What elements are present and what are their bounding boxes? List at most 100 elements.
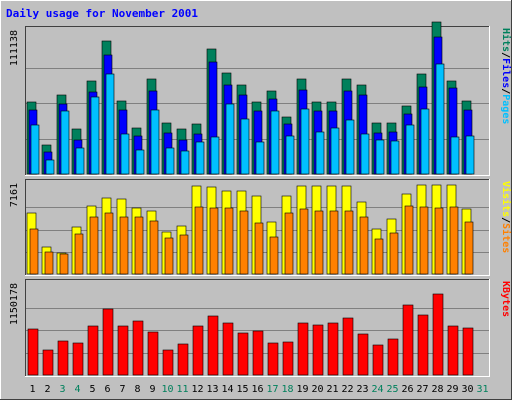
x-tick-label-day-24: 24 — [371, 384, 383, 395]
bar-sites-day-4 — [74, 233, 84, 275]
bar-sites-day-13 — [209, 207, 219, 275]
legend-sites: Sites — [500, 223, 512, 253]
bar-kbytes-day-22 — [342, 317, 354, 376]
bar-sites-day-2 — [44, 251, 54, 275]
x-tick-label-day-14: 14 — [221, 384, 233, 395]
x-tick-label-day-23: 23 — [356, 384, 368, 395]
x-tick-label-day-19: 19 — [296, 384, 308, 395]
x-tick-label-day-5: 5 — [89, 384, 95, 395]
x-tick-label-day-28: 28 — [431, 384, 443, 395]
side-legend-text: KBytes — [500, 281, 511, 317]
bar-kbytes-day-4 — [72, 342, 84, 376]
bar-sites-day-7 — [119, 216, 129, 275]
bar-pages-day-26 — [405, 124, 415, 175]
bar-pages-day-3 — [60, 110, 70, 175]
bar-pages-day-20 — [315, 131, 325, 175]
x-tick-label-day-4: 4 — [74, 384, 80, 395]
bar-pages-day-28 — [435, 63, 445, 175]
panel-max-label: 111138 — [9, 30, 20, 66]
x-tick-label-day-15: 15 — [236, 384, 248, 395]
bar-pages-day-27 — [420, 108, 430, 175]
bar-pages-day-21 — [330, 127, 340, 175]
bar-sites-day-26 — [404, 205, 414, 275]
bar-kbytes-day-18 — [282, 341, 294, 376]
bar-sites-day-27 — [419, 206, 429, 275]
bar-sites-day-16 — [254, 222, 264, 275]
chart-title: Daily usage for November 2001 — [6, 7, 198, 20]
bar-kbytes-day-3 — [57, 340, 69, 376]
bar-sites-day-1 — [29, 228, 39, 275]
x-tick-label-day-13: 13 — [206, 384, 218, 395]
bar-pages-day-30 — [465, 135, 475, 175]
panel-side-legend: Hits/Files/Pages — [500, 28, 512, 124]
x-tick-label-day-10: 10 — [161, 384, 173, 395]
bar-pages-day-13 — [210, 136, 220, 175]
x-axis-tick-labels: 1 2 3 4 5 6 7 8 9 10 11 12 13 14 15 16 17 18 19 20 21 22 23 24 2… — [29, 384, 488, 395]
panel-kbytes: 1150178 KBytes — [9, 279, 511, 377]
bar-kbytes-day-13 — [207, 315, 219, 376]
side-legend-text: Hits/Files/Pages — [500, 28, 512, 124]
x-tick-label-day-20: 20 — [311, 384, 323, 395]
bar-kbytes-day-28 — [432, 293, 444, 376]
x-tick-label-day-3: 3 — [59, 384, 65, 395]
bar-pages-day-8 — [135, 149, 145, 175]
bar-sites-day-12 — [194, 206, 204, 275]
bar-pages-day-25 — [390, 140, 400, 175]
x-tick-label-day-30: 30 — [461, 384, 473, 395]
bar-kbytes-day-25 — [387, 338, 399, 376]
bar-pages-day-18 — [285, 135, 295, 175]
x-tick-label-day-8: 8 — [134, 384, 140, 395]
x-tick-label-day-12: 12 — [191, 384, 203, 395]
bar-kbytes-day-2 — [42, 349, 54, 376]
panel-max-label: 7161 — [9, 183, 20, 207]
legend-pages: Pages — [500, 94, 511, 124]
x-tick-label-day-16: 16 — [251, 384, 263, 395]
bar-kbytes-day-24 — [372, 344, 384, 376]
bar-pages-day-4 — [75, 147, 85, 175]
legend-separator: / — [500, 52, 511, 58]
bar-kbytes-day-5 — [87, 325, 99, 376]
bar-sites-day-18 — [284, 212, 294, 275]
bar-pages-day-14 — [225, 103, 235, 175]
bar-kbytes-day-9 — [147, 331, 159, 376]
x-tick-label-day-21: 21 — [326, 384, 338, 395]
bar-kbytes-day-11 — [177, 343, 189, 376]
legend-separator: / — [500, 88, 511, 94]
bar-pages-day-19 — [300, 108, 310, 175]
panel-side-legend: KBytes — [500, 281, 511, 317]
bar-sites-day-19 — [299, 208, 309, 275]
legend-files: Files — [500, 58, 512, 88]
chart-panels: 111138 Hits/Files/Pages 7161 Visits/Sites 11… — [9, 21, 512, 377]
bar-kbytes-day-6 — [102, 308, 114, 376]
bar-pages-day-5 — [90, 96, 100, 175]
series-kbytes — [27, 293, 474, 376]
x-tick-label-day-22: 22 — [341, 384, 353, 395]
bar-pages-day-11 — [180, 150, 190, 175]
bar-pages-day-16 — [255, 141, 265, 175]
bar-sites-day-20 — [314, 210, 324, 275]
x-tick-label-day-18: 18 — [281, 384, 293, 395]
x-tick-label-day-6: 6 — [104, 384, 110, 395]
x-tick-label-day-25: 25 — [386, 384, 398, 395]
bar-kbytes-day-1 — [27, 328, 39, 376]
x-tick-label-day-29: 29 — [446, 384, 458, 395]
bar-kbytes-day-19 — [297, 322, 309, 376]
bar-sites-day-24 — [374, 238, 384, 275]
bar-kbytes-day-17 — [267, 342, 279, 376]
bar-pages-day-2 — [45, 159, 55, 175]
bar-kbytes-day-14 — [222, 322, 234, 376]
bar-kbytes-day-10 — [162, 349, 174, 376]
bar-kbytes-day-12 — [192, 325, 204, 376]
bar-pages-day-9 — [150, 109, 160, 175]
legend-kbytes: KBytes — [500, 281, 511, 317]
panel-visits_sites: 7161 Visits/Sites — [9, 179, 512, 276]
x-tick-label-day-27: 27 — [416, 384, 428, 395]
series-pages — [30, 63, 475, 175]
bar-pages-day-6 — [105, 73, 115, 175]
x-tick-label-day-31: 31 — [476, 384, 488, 395]
side-legend-text: Visits/Sites — [500, 181, 512, 253]
x-tick-label-day-17: 17 — [266, 384, 278, 395]
bar-pages-day-1 — [30, 124, 40, 175]
